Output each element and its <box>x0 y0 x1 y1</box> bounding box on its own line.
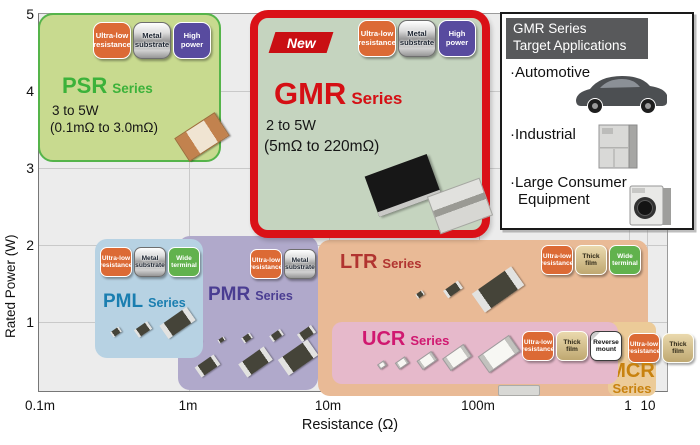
x-tick-100m: 100m <box>461 398 495 413</box>
y-tick-4: 4 <box>26 83 34 99</box>
gmr-power-range: 2 to 5W <box>266 118 316 134</box>
chip-image <box>277 339 319 376</box>
y-tick-3: 3 <box>26 160 34 176</box>
gridline-v-1m <box>189 14 190 391</box>
ucr-series-title: UCR Series <box>362 328 450 350</box>
chip-image <box>194 354 221 378</box>
metal-substrate-badge: Metal substrate <box>284 249 316 279</box>
gmr-resistance-range: (5mΩ to 220mΩ) <box>264 138 380 155</box>
chip-image <box>477 334 521 374</box>
x-tick-10m: 10m <box>314 398 342 413</box>
chip-image <box>443 280 463 299</box>
ultra-low-resistance-badge: Ultra-low resistance <box>541 245 573 275</box>
pmr-series-title: PMR Series <box>208 284 293 305</box>
chip-image <box>377 360 387 370</box>
ultra-low-resistance-badge: Ultra-low resistance <box>250 249 282 279</box>
psr-resistance-range: (0.1mΩ to 3.0mΩ) <box>50 120 158 135</box>
chip-image <box>238 346 273 378</box>
gmr-target-applications-panel: GMR Series Target Applications ·Automoti… <box>500 12 694 230</box>
metal-substrate-badge: Metal substrate <box>398 20 436 57</box>
metal-substrate-badge: Metal substrate <box>134 247 166 277</box>
psr-series-title: PSR Series <box>62 73 153 98</box>
high-power-badge: High power <box>438 20 476 57</box>
industrial-equipment-icon <box>596 123 640 176</box>
thick-film-badge: Thick film <box>556 331 588 361</box>
wide-terminal-badge: Wide terminal <box>168 247 200 277</box>
target-item-automotive: ·Automotive <box>510 64 591 81</box>
psr-power-range: 3 to 5W <box>52 103 99 118</box>
pml-series-title: PML Series <box>103 291 186 312</box>
chip-image <box>133 321 153 338</box>
psr-series-box: Ultra-low resistance Metal substrate Hig… <box>38 13 230 162</box>
ltr-series-title: LTR Series <box>340 251 422 273</box>
gmr-series-box: New Ultra-low resistance Metal substrate… <box>250 10 494 238</box>
x-tick-1: 1 <box>624 398 632 413</box>
mcr-series-word: Series <box>612 381 652 396</box>
wide-terminal-badge: Wide terminal <box>609 245 641 275</box>
chip-image <box>394 356 410 370</box>
x-tick-10: 10 <box>640 398 656 413</box>
new-badge: New <box>268 32 334 53</box>
washing-machine-icon <box>626 180 674 233</box>
x-tick-0.1m: 0.1m <box>24 398 56 413</box>
pml-series-box: Ultra-low resistance Metal substrate Wid… <box>95 239 203 358</box>
chip-image <box>498 385 540 396</box>
y-tick-5: 5 <box>26 6 34 22</box>
chip-image <box>471 266 525 313</box>
gmr-series-title: GMR Series <box>274 76 403 111</box>
high-power-badge: High power <box>173 22 211 59</box>
chip-image <box>415 290 425 299</box>
chip-image <box>269 328 284 343</box>
x-axis-label: Resistance (Ω) <box>301 417 399 433</box>
target-item-large-consumer: ·Large Consumer Equipment <box>510 174 627 209</box>
ultra-low-resistance-badge: Ultra-low resistance <box>522 331 554 361</box>
chip-image <box>217 336 226 344</box>
target-applications-header: GMR Series Target Applications <box>506 18 648 59</box>
chip-image <box>110 326 122 338</box>
x-tick-1m: 1m <box>178 398 198 413</box>
mcr-series-title: MCR <box>609 360 655 382</box>
chip-image <box>241 332 253 344</box>
chip-image <box>416 350 438 371</box>
target-item-industrial: ·Industrial <box>510 126 576 143</box>
y-tick-2: 2 <box>26 237 34 253</box>
y-tick-1: 1 <box>26 314 34 330</box>
ultra-low-resistance-badge: Ultra-low resistance <box>93 22 131 59</box>
ultra-low-resistance-badge: Ultra-low resistance <box>628 333 660 363</box>
target-header-line2: Target Applications <box>513 37 627 53</box>
pmr-series-box: Ultra-low resistance Metal substrate PMR… <box>178 236 319 390</box>
ultra-low-resistance-badge: Ultra-low resistance <box>358 20 396 57</box>
ultra-low-resistance-badge: Ultra-low resistance <box>100 247 132 277</box>
reverse-mount-badge: Reverse mount <box>590 331 622 361</box>
car-icon <box>570 66 670 123</box>
thick-film-badge: Thick film <box>662 333 694 363</box>
metal-substrate-badge: Metal substrate <box>133 22 171 59</box>
thick-film-badge: Thick film <box>575 245 607 275</box>
target-header-line1: GMR Series <box>513 21 587 36</box>
ucr-series-box: UCR Series Ultra-low resistance Thick fil… <box>332 322 622 384</box>
